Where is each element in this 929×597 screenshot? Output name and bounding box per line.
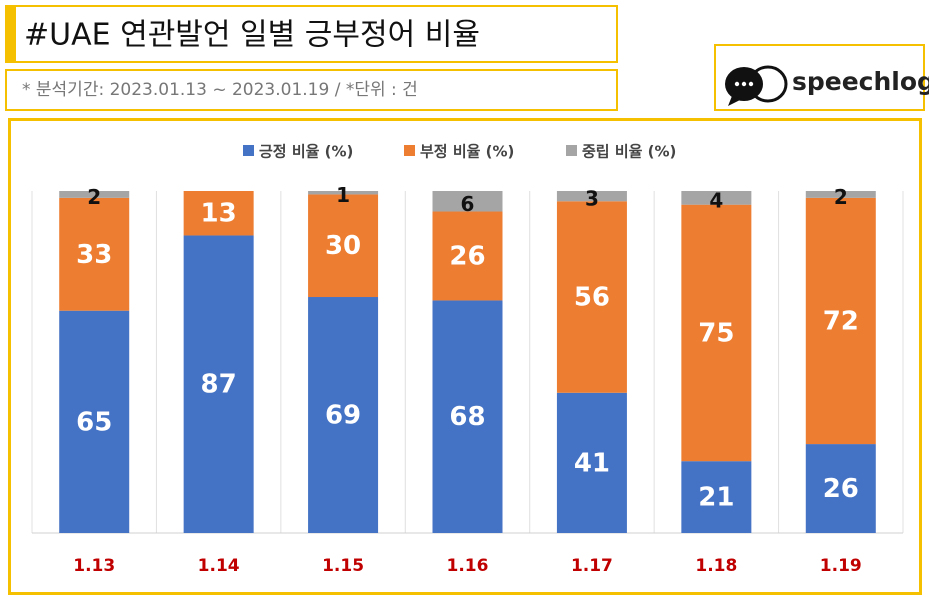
data-label: 2 — [87, 185, 101, 209]
data-label: 26 — [449, 241, 485, 271]
bar-segment — [432, 300, 503, 533]
bar-segment — [183, 191, 254, 236]
bar-segment — [308, 194, 379, 298]
x-tick-label: 1.18 — [695, 556, 737, 576]
bar-segment — [183, 235, 254, 533]
bar-segment — [805, 444, 876, 533]
legend-swatch — [243, 145, 254, 156]
subtitle-box — [5, 69, 618, 111]
bar-segment — [556, 201, 627, 393]
bar-segment — [556, 392, 627, 533]
x-tick-label: 1.17 — [571, 556, 613, 576]
bar-segment — [681, 204, 752, 462]
bar-segment — [59, 191, 130, 198]
subtitle: * 분석기간: 2023.01.13 ~ 2023.01.19 / *단위 : … — [22, 80, 418, 100]
legend-swatch — [566, 145, 577, 156]
data-label: 21 — [698, 483, 734, 513]
data-label: 69 — [325, 401, 361, 431]
bar-segment — [432, 191, 503, 212]
legend-label: 긍정 비율 (%) — [259, 143, 353, 161]
data-label: 68 — [449, 402, 485, 432]
data-label: 56 — [574, 283, 610, 313]
bar-segment — [805, 197, 876, 445]
data-label: 13 — [201, 199, 237, 229]
logo-text: speechlog — [792, 67, 929, 96]
bar-segment — [681, 461, 752, 533]
data-label: 75 — [698, 318, 734, 348]
bar-segment — [556, 191, 627, 202]
bar-segment — [432, 211, 503, 301]
bar-segment — [681, 191, 752, 205]
title-box — [5, 5, 618, 63]
data-label: 65 — [76, 407, 112, 437]
x-tick-label: 1.16 — [447, 556, 489, 576]
data-label: 3 — [585, 187, 599, 211]
legend-label: 중립 비율 (%) — [582, 143, 676, 161]
title-accent — [6, 6, 16, 62]
x-tick-label: 1.14 — [198, 556, 240, 576]
bar-segment — [59, 310, 130, 533]
bar-segment — [805, 191, 876, 198]
data-label: 30 — [325, 231, 361, 261]
logo-icon — [725, 65, 788, 106]
bar-segment — [59, 197, 130, 311]
data-label: 4 — [709, 188, 723, 212]
data-label: 2 — [834, 185, 848, 209]
data-label: 6 — [461, 192, 475, 216]
data-label: 72 — [823, 306, 859, 336]
data-label: 1 — [336, 183, 350, 207]
data-label: 41 — [574, 448, 610, 478]
legend-label: 부정 비율 (%) — [420, 143, 514, 161]
data-label: 87 — [201, 370, 237, 400]
legend-swatch — [404, 145, 415, 156]
plot-area: 65 33 2 1.13 87 13 1.14 69 30 1 1.15 68 26 6 1.16 41 56 3… — [31, 183, 904, 576]
data-label: 33 — [76, 240, 112, 270]
legend: 긍정 비율 (%) 부정 비율 (%) 중립 비율 (%) — [243, 143, 676, 161]
data-label: 26 — [823, 474, 859, 504]
x-tick-label: 1.13 — [73, 556, 115, 576]
x-tick-label: 1.15 — [322, 556, 364, 576]
x-tick-label: 1.19 — [820, 556, 862, 576]
title: #UAE 연관발언 일별 긍부정어 비율 — [24, 18, 480, 53]
bar-segment — [308, 191, 379, 195]
bar-segment — [308, 297, 379, 533]
